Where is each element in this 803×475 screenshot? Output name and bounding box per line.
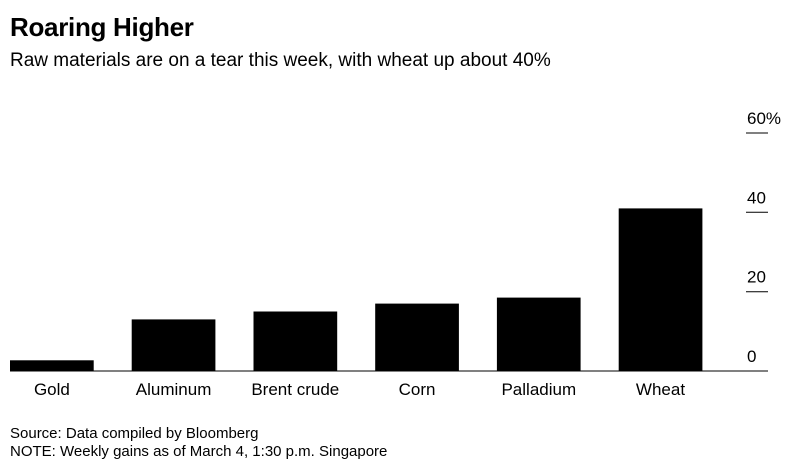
- y-tick-label: 40: [747, 188, 766, 207]
- x-tick-label: Palladium: [501, 380, 576, 399]
- x-tick-label: Brent crude: [251, 380, 339, 399]
- y-tick-label: 20: [747, 268, 766, 287]
- x-tick-label: Corn: [399, 380, 436, 399]
- source-note: Source: Data compiled by Bloomberg: [10, 425, 259, 442]
- bar-chart: 0 20 40 60% Gold Aluminum Brent crude Corn Pall…: [10, 109, 781, 399]
- bar-aluminum: [131, 319, 216, 371]
- y-tick-label: 0: [747, 347, 756, 366]
- y-tick-label: 60%: [747, 109, 781, 128]
- x-axis-labels: Gold Aluminum Brent crude Corn Palladium Whea…: [34, 380, 685, 399]
- x-tick-label: Gold: [34, 380, 70, 399]
- bar-brent-crude: [253, 311, 338, 371]
- x-tick-label: Aluminum: [136, 380, 212, 399]
- bar-palladium: [496, 297, 581, 371]
- bar-corn: [375, 303, 459, 371]
- y-axis: 0 20 40 60%: [746, 109, 781, 366]
- footnote: NOTE: Weekly gains as of March 4, 1:30 p…: [10, 443, 388, 460]
- x-tick-label: Wheat: [636, 380, 685, 399]
- bars-group: [10, 208, 703, 371]
- chart-subtitle: Raw materials are on a tear this week, w…: [10, 50, 551, 71]
- chart-title: Roaring Higher: [10, 12, 194, 42]
- bar-wheat: [618, 208, 703, 371]
- bar-gold: [10, 360, 94, 371]
